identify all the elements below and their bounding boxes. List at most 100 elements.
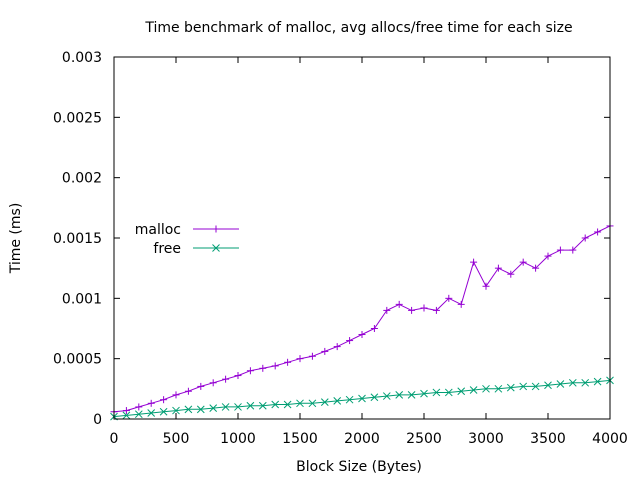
x-tick-label: 3000: [468, 431, 504, 447]
malloc-point: [333, 343, 341, 351]
y-axis-label: Time (ms): [8, 203, 24, 275]
x-tick-label: 4000: [592, 431, 628, 447]
x-axis-label: Block Size (Bytes): [296, 459, 422, 475]
free-point: [196, 405, 205, 414]
malloc-point: [507, 270, 515, 278]
malloc-point: [532, 264, 540, 272]
malloc-point: [445, 294, 453, 302]
free-point: [184, 405, 193, 414]
malloc-point: [544, 252, 552, 260]
legend-marker-malloc: [212, 225, 220, 233]
malloc-point: [184, 387, 192, 395]
malloc-point: [135, 403, 143, 411]
malloc-point: [594, 228, 602, 236]
malloc-point: [172, 391, 180, 399]
malloc-point: [147, 399, 155, 407]
malloc-line: [113, 225, 611, 413]
malloc-point: [432, 306, 440, 314]
y-tick-label: 0: [93, 412, 102, 428]
free-point: [308, 399, 317, 408]
malloc-point: [556, 246, 564, 254]
plot-series: [110, 222, 614, 421]
free-point: [382, 392, 391, 400]
plot-frame: [113, 56, 611, 420]
free-point: [258, 401, 267, 410]
malloc-point: [296, 355, 304, 363]
malloc-point: [370, 325, 378, 332]
free-point: [556, 380, 565, 388]
free-point: [246, 401, 255, 410]
free-point: [494, 384, 503, 393]
x-tick-label: 500: [163, 431, 190, 447]
x-tick-label: 2000: [344, 431, 380, 447]
free-point: [506, 383, 515, 392]
free-point: [209, 404, 218, 412]
free-point: [395, 391, 404, 399]
free-point: [333, 397, 342, 405]
malloc-point: [457, 300, 465, 308]
legend: malloc free: [135, 222, 239, 257]
x-tick-label: 0: [110, 431, 119, 447]
free-point: [420, 389, 428, 398]
free-point: [469, 386, 478, 394]
free-point: [407, 391, 416, 399]
y-tick-label: 0.003: [62, 50, 102, 66]
malloc-point: [519, 258, 527, 266]
free-point: [271, 400, 280, 409]
free-point: [581, 378, 590, 387]
free-point: [234, 403, 242, 411]
free-point: [172, 406, 180, 415]
free-point: [482, 384, 490, 393]
free-point: [134, 410, 143, 419]
malloc-point: [321, 347, 329, 355]
malloc-point: [383, 306, 391, 314]
y-tick-label: 0.0025: [53, 110, 102, 126]
free-point: [283, 400, 292, 409]
chart-title: Time benchmark of malloc, avg allocs/fre…: [144, 20, 572, 36]
malloc-point: [581, 234, 589, 242]
x-tick-label: 2500: [406, 431, 442, 447]
legend-label-free: free: [153, 241, 181, 257]
malloc-point: [358, 331, 366, 339]
y-tick-label: 0.002: [62, 171, 102, 187]
free-point: [432, 388, 441, 397]
x-tick-label: 1000: [220, 431, 256, 447]
free-point: [593, 377, 602, 386]
malloc-point: [271, 362, 279, 370]
malloc-point: [408, 306, 416, 314]
y-tick-label: 0.0015: [53, 231, 102, 247]
y-tick-label: 0.001: [62, 291, 102, 307]
free-point: [531, 382, 540, 391]
free-point: [544, 381, 552, 390]
malloc-point: [395, 300, 403, 308]
free-point: [568, 378, 577, 387]
malloc-point: [569, 246, 577, 254]
malloc-point: [494, 264, 502, 272]
malloc-point: [160, 396, 168, 404]
x-tick-label: 3500: [530, 431, 566, 447]
free-point: [159, 407, 168, 416]
malloc-point: [222, 375, 230, 383]
free-point: [221, 403, 230, 411]
malloc-point: [246, 367, 254, 375]
free-point: [358, 394, 366, 403]
malloc-point: [209, 379, 217, 387]
free-point: [147, 409, 156, 417]
legend-marker-free: [212, 244, 220, 252]
free-point: [519, 382, 528, 391]
x-tick-label: 1500: [282, 431, 318, 447]
free-point: [320, 398, 329, 406]
free-point: [370, 393, 379, 402]
malloc-point: [308, 352, 316, 360]
malloc-point: [420, 304, 428, 312]
free-point: [444, 388, 453, 397]
free-point: [345, 395, 354, 404]
malloc-point: [284, 358, 292, 366]
axis-ticks: 0 500 1000 1500 2000 2500 3000 3500 4000 0 0.0005 0…: [53, 50, 628, 447]
malloc-point: [234, 372, 242, 380]
free-point: [457, 387, 466, 396]
malloc-point: [346, 337, 354, 345]
malloc-point: [482, 282, 490, 290]
malloc-point: [470, 258, 478, 266]
